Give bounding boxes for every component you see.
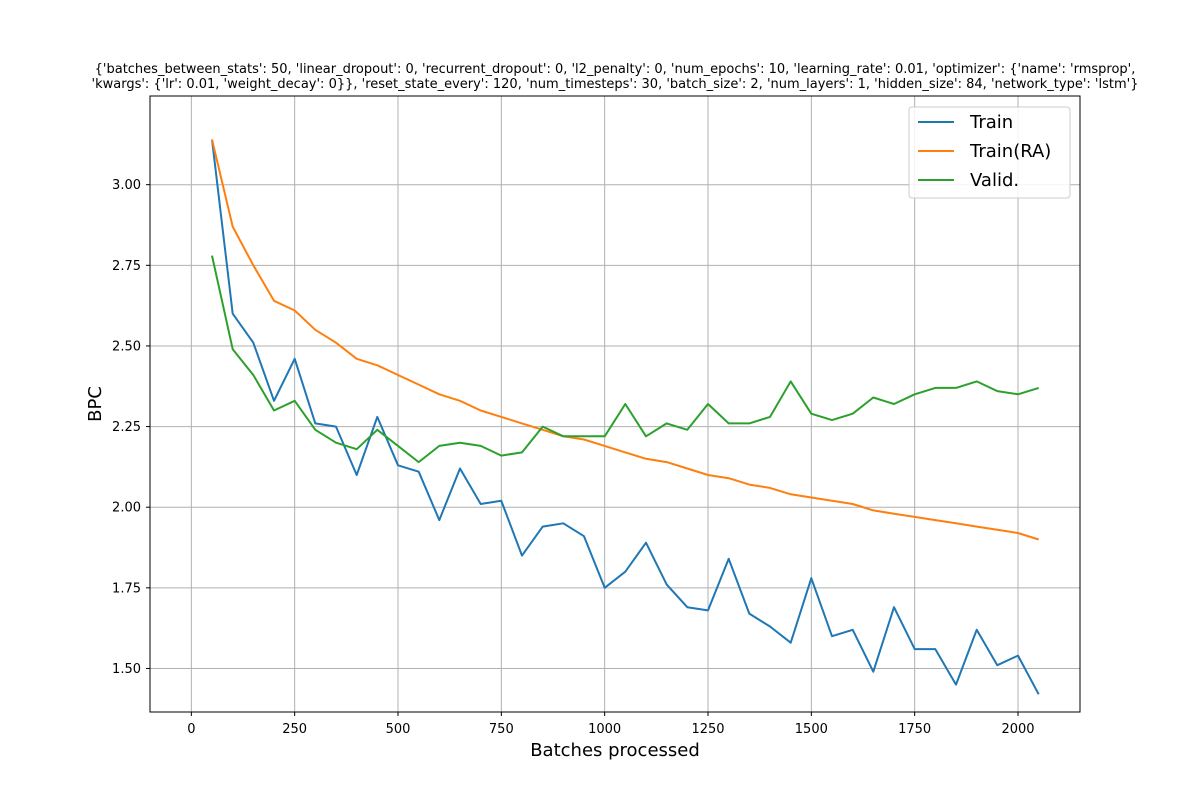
y-axis-ticks: 1.50 1.75 2.00 2.25 2.50 2.75 3.00 bbox=[112, 178, 150, 677]
plot-lines bbox=[211, 139, 1040, 695]
x-tick-label: 500 bbox=[386, 722, 411, 737]
axes-frame bbox=[149, 95, 1081, 713]
legend-label-valid: Valid. bbox=[970, 170, 1019, 191]
legend-label-train: Train bbox=[969, 112, 1013, 133]
y-tick-label: 2.75 bbox=[112, 259, 141, 274]
x-tick-label: 1250 bbox=[691, 722, 724, 737]
x-tick-label: 750 bbox=[489, 722, 514, 737]
x-tick-label: 250 bbox=[282, 722, 307, 737]
chart-title-line-2: 'kwargs': {'lr': 0.01, 'weight_decay': 0… bbox=[92, 77, 1139, 92]
series-line-train bbox=[211, 139, 1040, 695]
chart-title: {'batches_between_stats': 50, 'linear_dr… bbox=[92, 62, 1139, 92]
x-tick-label: 2000 bbox=[1001, 722, 1034, 737]
legend-box bbox=[908, 106, 1071, 199]
y-tick-label: 2.00 bbox=[112, 501, 141, 516]
y-tick-label: 1.50 bbox=[112, 662, 141, 677]
y-tick-label: 2.50 bbox=[112, 339, 141, 354]
series-line-valid bbox=[211, 255, 1039, 464]
grid bbox=[150, 96, 1080, 712]
legend-label-train-ra: Train(RA) bbox=[969, 141, 1051, 162]
chart-title-line-1: {'batches_between_stats': 50, 'linear_dr… bbox=[95, 62, 1136, 77]
y-tick-label: 3.00 bbox=[112, 178, 141, 193]
legend: Train Train(RA) Valid. bbox=[908, 106, 1071, 199]
x-axis-ticks: 0 250 500 750 1000 1250 1500 1750 2000 bbox=[187, 712, 1035, 737]
x-tick-label: 1000 bbox=[588, 722, 621, 737]
x-tick-label: 0 bbox=[187, 722, 195, 737]
x-axis-label: Batches processed bbox=[530, 740, 700, 761]
x-tick-label: 1750 bbox=[898, 722, 931, 737]
series-line-train-ra bbox=[211, 139, 1039, 541]
x-tick-label: 1500 bbox=[795, 722, 828, 737]
y-tick-label: 2.25 bbox=[112, 420, 141, 435]
y-axis-label: BPC bbox=[85, 386, 106, 422]
y-tick-label: 1.75 bbox=[112, 581, 141, 596]
